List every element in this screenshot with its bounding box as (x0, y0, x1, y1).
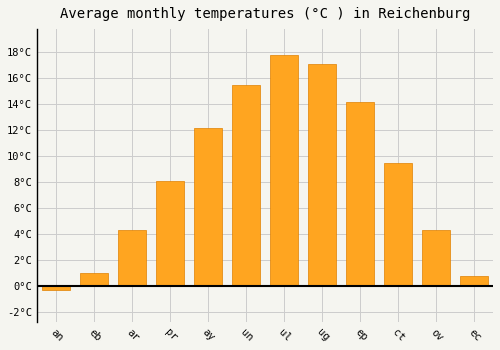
Title: Average monthly temperatures (°C ) in Reichenburg: Average monthly temperatures (°C ) in Re… (60, 7, 470, 21)
Bar (422, 230, 450, 286)
Bar (156, 181, 184, 286)
Bar (42, 286, 70, 290)
Bar (308, 64, 336, 286)
Bar (80, 273, 108, 286)
Bar (118, 230, 146, 286)
Bar (270, 55, 298, 286)
Bar (232, 85, 260, 286)
Bar (194, 128, 222, 286)
Bar (346, 102, 374, 286)
Bar (460, 275, 488, 286)
Bar (384, 163, 412, 286)
